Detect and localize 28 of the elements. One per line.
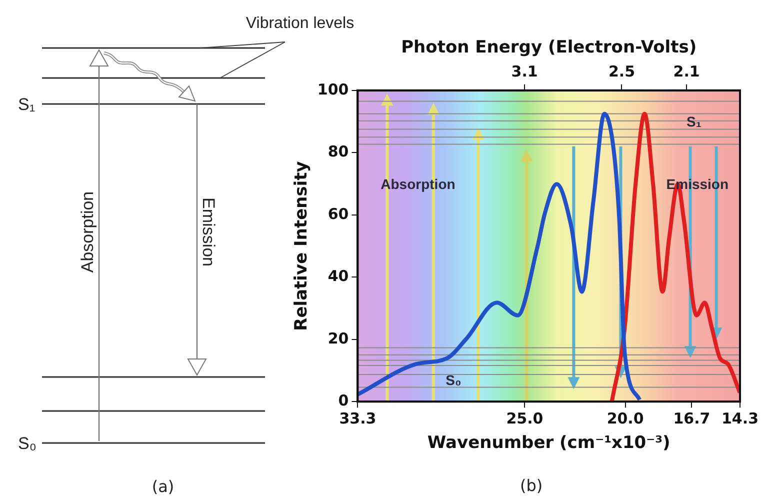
x2-tick-label: 3.1 (511, 62, 538, 80)
y-tick-label: 100 (317, 80, 349, 98)
x2-tick-label: 2.1 (673, 62, 700, 80)
x-tick-label: 16.7 (673, 409, 710, 428)
y-tick-label: 60 (328, 204, 349, 223)
line-series (610, 112, 740, 402)
x-tick-label: 14.3 (721, 409, 759, 428)
y-tick-label: 20 (328, 329, 349, 348)
x-tick-label: 20.0 (606, 409, 644, 428)
text: S₀ (18, 434, 36, 453)
text: Absorption (78, 191, 97, 273)
x-tick-label: 33.3 (339, 409, 376, 428)
annotation: S₀ (446, 372, 462, 388)
y-tick-label: 80 (328, 142, 349, 161)
y-tick-label: 40 (328, 267, 349, 286)
text: S₁ (18, 95, 36, 114)
line-series (358, 112, 642, 402)
x2-axis-title: Photon Energy (Electron-Volts) (401, 38, 697, 58)
annotation: S₁ (686, 114, 702, 130)
x-axis-title: Wavenumber (cm⁻¹x10⁻³) (427, 433, 670, 454)
y-axis-title: Relative Intensity (292, 161, 312, 331)
text: Vibration levels (246, 15, 354, 32)
text: Emission (199, 198, 218, 266)
y-tick-label: 0 (338, 391, 349, 410)
text: (a) (152, 477, 174, 496)
x2-tick-label: 2.5 (608, 62, 636, 80)
x-tick-label: 25.0 (506, 409, 544, 428)
text: (b) (520, 476, 543, 495)
